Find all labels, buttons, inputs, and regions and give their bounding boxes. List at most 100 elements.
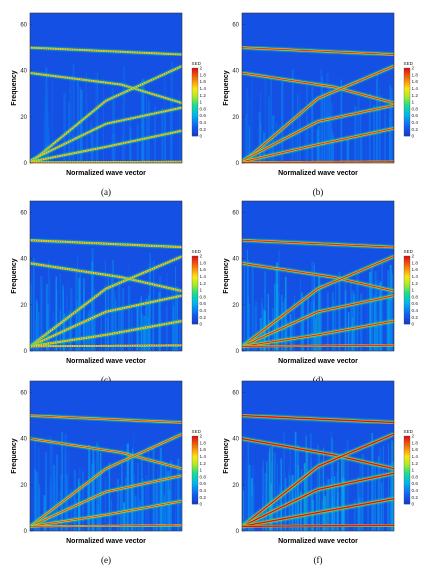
colorbar-segment [404,102,410,104]
colorbar-segment [192,273,198,275]
noise-streak [117,273,120,351]
colorbar-tick-label: 1.6 [200,267,207,272]
noise-streak [33,258,35,351]
noise-streak [175,480,177,531]
noise-streak [157,469,159,531]
colorbar-tick-label: 2 [200,434,203,439]
colorbar-segment [404,442,410,445]
noise-streak [258,111,261,163]
colorbar-segment [404,313,410,316]
noise-streak [68,310,71,351]
colorbar-title: SED [192,249,202,254]
noise-streak [98,470,101,531]
colorbar-segment [192,124,198,127]
noise-streak [43,495,46,531]
noise-streak [171,286,174,351]
panel-f: 0 20 40 60 Frequency Normalized wave vector SE… [212,373,424,565]
colorbar-segment [192,293,198,296]
noise-streak [128,286,130,351]
noise-streak [292,302,294,351]
colorbar-segment [404,76,410,79]
noise-streak [105,291,107,351]
colorbar-segment [404,117,410,120]
branch-line [242,472,394,528]
noise-streak [174,319,177,351]
colorbar-segment [192,461,198,464]
noise-streak [111,133,114,163]
colorbar-segment [404,444,410,447]
colorbar-segment [404,71,410,74]
colorbar-tick-label: 0.6 [200,113,207,118]
noise-streak [119,484,121,531]
noise-streak [87,312,90,351]
noise-streak [279,124,281,163]
y-tick-label: 60 [20,211,27,217]
noise-streak [83,315,86,351]
colorbar-segment [192,261,198,264]
colorbar-tick-label: 1.4 [412,454,419,459]
noise-streak [356,272,359,351]
noise-streak [269,447,271,531]
noise-streak [159,447,162,531]
colorbar-tick-label: 1 [412,288,415,293]
colorbar-segment [192,470,198,472]
noise-streak [49,435,52,531]
y-tick-label: 0 [24,529,28,535]
colorbar-segment [404,120,410,123]
panel-d: 0 20 40 60 Frequency Normalized wave vector SE… [212,193,424,385]
noise-streak [330,103,333,163]
colorbar-segment [404,257,410,260]
noise-streak [273,452,276,531]
colorbar-segment [404,322,410,325]
panel-a: 0 20 40 60 Frequency Normalized wave vector SE… [0,5,212,197]
noise-streak [250,495,254,531]
colorbar-segment [192,71,198,74]
noise-streak [38,311,40,351]
colorbar-segment [404,108,410,111]
noise-streak [310,102,313,163]
noise-streak [170,492,173,531]
noise-streak [148,445,150,531]
noise-streak [369,92,371,163]
branch-line [242,72,394,104]
colorbar-segment [192,473,198,476]
colorbar-segment [192,286,198,289]
noise-streak [59,273,61,351]
colorbar-segment [192,298,198,301]
colorbar-segment [192,274,198,277]
branch-mid [30,239,182,249]
noise-streak [248,97,250,163]
colorbar-segment [192,466,198,469]
colorbar-segment [192,269,198,272]
colorbar-segment [404,95,410,98]
colorbar-segment [404,493,410,496]
colorbar-segment [192,120,198,123]
noise-streak [114,290,116,351]
colorbar-tick-label: 1.8 [412,72,419,77]
noise-streak [148,101,151,163]
noise-streak [388,443,389,531]
noise-streak [354,106,357,163]
noise-streak [359,461,361,531]
noise-streak [242,490,245,531]
colorbar-segment [404,497,410,500]
noise-streak [145,299,148,351]
noise-streak [374,302,376,351]
colorbar-segment [404,500,410,503]
noise-streak [180,460,182,531]
noise-streak [96,72,99,163]
noise-streak [120,306,123,351]
colorbar-segment [404,279,410,282]
noise-streak [145,95,147,163]
colorbar-segment [404,100,410,103]
colorbar-segment [192,283,198,286]
colorbar-segment [192,257,198,260]
branch-mid [30,344,182,348]
noise-streak [320,69,322,163]
colorbar-segment [404,90,410,93]
colorbar-segment [192,502,198,505]
